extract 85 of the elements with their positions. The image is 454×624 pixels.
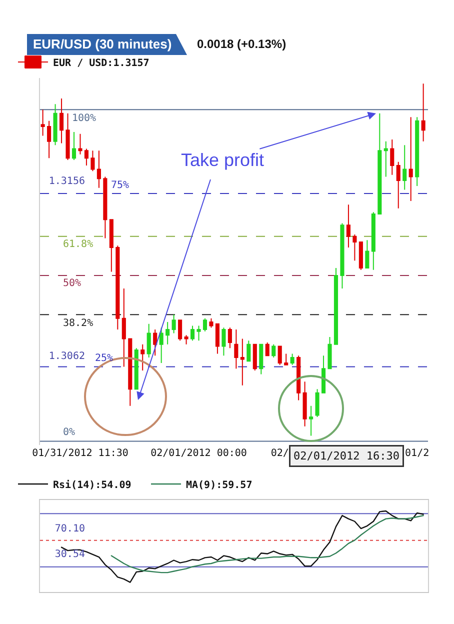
candlestick	[153, 329, 158, 356]
candlestick	[109, 219, 114, 272]
candlestick	[159, 327, 164, 364]
candlestick	[215, 323, 220, 354]
annotation: 38.2%	[63, 318, 94, 329]
annotation: 0%	[63, 427, 76, 438]
candlestick	[265, 342, 270, 356]
candlestick	[315, 388, 320, 418]
candlestick	[178, 320, 182, 342]
candlestick	[96, 150, 101, 188]
annotation: 25%	[95, 353, 114, 364]
candlestick	[415, 116, 420, 187]
y-tick-label: 1.3156	[48, 176, 85, 187]
candlestick	[296, 355, 301, 401]
candlestick	[402, 144, 407, 190]
candlestick	[53, 104, 58, 146]
candlestick	[59, 98, 64, 144]
candlestick	[122, 288, 126, 368]
candlestick	[234, 329, 238, 370]
candlestick	[90, 150, 95, 172]
candlestick	[240, 338, 244, 386]
candlestick	[302, 381, 307, 427]
candlestick	[358, 241, 363, 270]
candlestick	[222, 327, 226, 356]
candlestick	[365, 240, 370, 269]
candlestick	[66, 112, 70, 160]
annotation: 61.8%	[63, 239, 94, 250]
candlestick	[390, 138, 394, 176]
candlestick	[103, 176, 108, 239]
candlestick	[196, 325, 201, 342]
candlestick	[190, 325, 195, 342]
candlestick	[272, 344, 276, 358]
candlestick	[84, 148, 88, 166]
legend-label: Rsi(14):54.09	[53, 478, 132, 491]
x-tick-label: 02/01/2012 00:00	[150, 448, 247, 459]
y-tick-label: 1.3062	[48, 351, 85, 362]
legend-label: EUR / USD:1.3157	[53, 58, 150, 69]
annotation: 100%	[72, 113, 96, 124]
candlestick	[371, 212, 376, 270]
candlestick	[252, 344, 257, 371]
x-tick-label: 01/2	[405, 448, 430, 459]
candlestick	[209, 318, 214, 328]
candlestick	[284, 353, 288, 366]
candlestick	[184, 334, 188, 345]
candlestick	[384, 140, 388, 178]
chart-title: EUR/USD (30 minutes)	[33, 36, 172, 52]
candlestick	[134, 348, 138, 390]
candlestick	[309, 405, 314, 436]
candlestick	[334, 268, 338, 345]
candlestick	[246, 340, 251, 362]
y-tick-label: 30.54	[54, 548, 85, 560]
candlestick	[278, 346, 282, 366]
candlestick	[259, 344, 264, 375]
candlestick	[378, 112, 382, 214]
candlestick	[340, 222, 344, 290]
annotation: 75%	[111, 180, 130, 191]
candlestick	[166, 322, 170, 345]
y-tick-label: 70.10	[54, 523, 85, 534]
candlestick	[40, 109, 45, 136]
candlestick	[78, 133, 82, 155]
candlestick	[172, 314, 176, 334]
candlestick	[202, 318, 208, 332]
candlestick	[116, 245, 120, 330]
candlestick	[408, 116, 413, 202]
candlestick	[140, 344, 145, 371]
legend-label: MA(9):59.57	[186, 480, 252, 491]
text: 02/01/2012 16:30	[294, 450, 400, 462]
candlestick	[146, 323, 151, 358]
candlestick	[346, 204, 350, 248]
candlestick	[421, 83, 426, 142]
candlestick	[396, 161, 400, 209]
x-tick-label: 01/31/2012 11:30	[32, 448, 128, 459]
chart-subtitle: 0.0018 (+0.13%)	[197, 37, 286, 51]
annotation: 50%	[63, 278, 82, 289]
candlestick	[290, 353, 294, 366]
candlestick	[47, 120, 52, 159]
candlestick	[128, 338, 132, 406]
candlestick	[352, 234, 357, 262]
x-tick-label: 02/	[270, 448, 289, 459]
candlestick	[328, 336, 332, 370]
candlestick	[228, 327, 232, 349]
annotation: Take profit	[181, 150, 264, 170]
line-series	[110, 514, 424, 574]
candlestick	[321, 355, 326, 394]
candlestick	[72, 132, 76, 160]
